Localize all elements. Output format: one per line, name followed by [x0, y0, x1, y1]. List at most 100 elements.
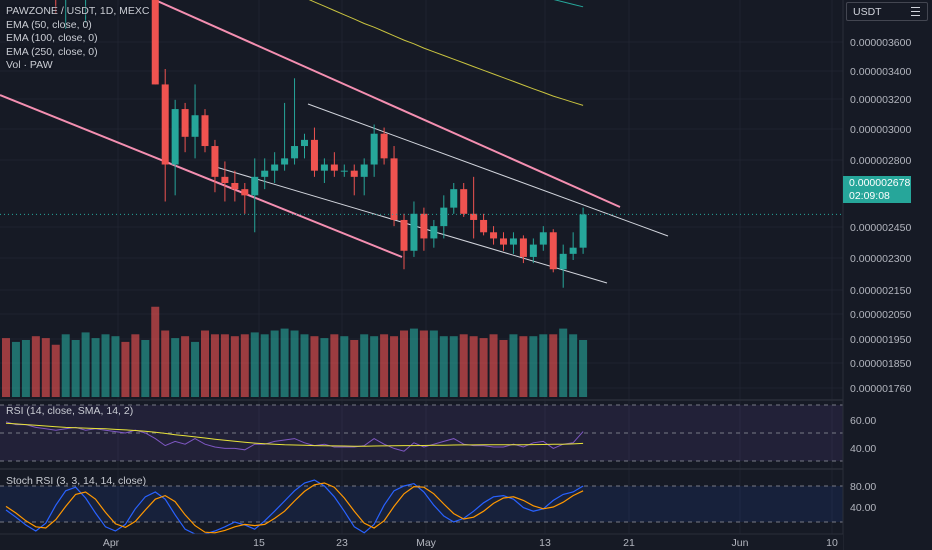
volume-bar [201, 330, 209, 397]
price-axis-label: 0.000003400 [850, 66, 911, 78]
time-axis-label: Apr [103, 537, 120, 549]
rsi-pane-label[interactable]: RSI (14, close, SMA, 14, 2) [6, 405, 134, 417]
volume-bar [419, 330, 428, 397]
candle-body [320, 164, 328, 171]
volume-bar [529, 336, 538, 397]
candle-body [281, 158, 289, 165]
volume-bar [499, 340, 508, 397]
stoch-d-line [5, 482, 584, 534]
volume-bar [449, 336, 458, 397]
candle-body [291, 146, 299, 159]
volume-bar [360, 334, 369, 397]
candle-body [470, 213, 478, 220]
volume-bar [101, 334, 110, 397]
menu-icon [911, 7, 920, 19]
candle-body [430, 226, 438, 239]
volume-bar [141, 340, 150, 397]
price-axis-label: 0.000003000 [850, 124, 911, 136]
rsi-axis-label: 60.00 [850, 415, 876, 427]
volume-bar [240, 334, 249, 397]
volume-bar [579, 340, 588, 397]
candle-body [380, 133, 388, 159]
volume-bar [559, 328, 568, 397]
time-axis-label: 13 [539, 537, 551, 549]
candle-body [191, 115, 199, 137]
candle-body [360, 164, 368, 177]
candle-body [301, 139, 308, 147]
volume-bar [290, 330, 299, 397]
price-axis-label: 0.000001850 [850, 358, 911, 370]
candle-body [330, 164, 338, 171]
time-axis-label: Jun [732, 537, 749, 549]
volume-bar [81, 332, 90, 397]
volume-bar [41, 338, 50, 397]
volume-bar [151, 306, 160, 397]
legend-ema100[interactable]: EMA (100, close, 0) [6, 32, 98, 44]
legend-ema50[interactable]: EMA (50, close, 0) [6, 18, 92, 31]
candle-body [211, 146, 219, 177]
stoch-axis-label: 80.00 [850, 481, 876, 493]
candle-body [181, 109, 189, 137]
time-axis-label: May [416, 537, 437, 549]
rsi-background-band [0, 405, 843, 461]
candle-countdown: 02:09:08 [849, 189, 890, 202]
candle-body [549, 232, 557, 270]
candle-body [251, 176, 259, 196]
volume-bar [51, 344, 60, 397]
rsi-sma-line [5, 422, 584, 447]
volume-bar [21, 340, 30, 397]
currency-button[interactable]: USDT [846, 2, 928, 21]
volume-bar [230, 336, 239, 397]
candle-body [370, 133, 378, 165]
volume-bar [310, 336, 319, 397]
candle-body [490, 232, 498, 239]
volume-bar [380, 334, 389, 397]
volume-bar [320, 338, 329, 397]
volume-bar [210, 334, 219, 397]
time-axis-bg [0, 534, 843, 550]
stoch-pane-label[interactable]: Stoch RSI (3, 3, 14, 14, close) [6, 475, 147, 487]
volume-bar [121, 341, 130, 397]
volume-bar [300, 334, 309, 397]
volume-bar [2, 338, 10, 397]
candle-body [400, 219, 408, 251]
symbol-title[interactable]: PAWZONE / USDT, 1D, MEXC [6, 5, 150, 17]
price-axis-label: 0.000002150 [850, 285, 911, 297]
rsi-axis-label: 40.00 [850, 443, 876, 455]
candle-body [390, 158, 398, 220]
volume-bar [111, 336, 120, 397]
candle-body [241, 189, 249, 196]
legend-volume[interactable]: Vol · PAW [6, 59, 53, 71]
candle-body [509, 238, 517, 245]
volume-bar [370, 336, 379, 397]
volume-bar [91, 338, 100, 397]
price-axis-bg [843, 0, 932, 550]
volume-bar [280, 328, 289, 397]
volume-bar [400, 330, 408, 397]
volume-bar [390, 336, 399, 397]
chart-legend: PAWZONE / USDT, 1D, MEXC EMA (50, close,… [6, 5, 150, 73]
volume-bar [539, 334, 548, 397]
legend-ema250[interactable]: EMA (250, close, 0) [6, 45, 98, 58]
volume-bar [509, 334, 518, 397]
price-axis-label: 0.000002800 [850, 155, 911, 167]
candle-body [440, 207, 448, 227]
volume-bar [459, 334, 468, 397]
time-axis-label: 21 [623, 537, 635, 549]
volume-bar [350, 340, 359, 397]
stoch-axis-label: 40.00 [850, 502, 876, 514]
volume-bar [131, 334, 140, 397]
candle-body [559, 253, 567, 270]
candle-body [310, 139, 318, 171]
candle-body [161, 84, 169, 165]
candle-body [201, 115, 209, 147]
volume-bar [270, 330, 279, 397]
price-axis-label: 0.000003200 [850, 94, 911, 106]
candle-body [221, 176, 229, 183]
volume-bar [330, 334, 339, 397]
price-axis-label: 0.000002300 [850, 253, 911, 265]
current-price-tag: 0.000002678 02:09:08 [843, 176, 911, 203]
volume-bar [71, 340, 80, 397]
volume-bar [549, 334, 558, 397]
